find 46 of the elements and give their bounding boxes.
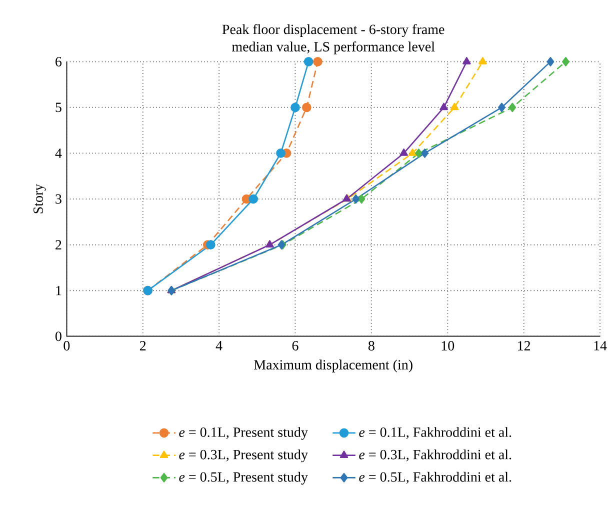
point <box>462 57 471 64</box>
point <box>562 57 570 66</box>
point <box>450 102 459 110</box>
x-tick-label: 10 <box>442 341 454 351</box>
x-tick-label: 2 <box>140 341 146 350</box>
legend-label: e = 0.5L, Fakhroddini et al. <box>359 472 512 484</box>
legend-label: e = 0.3L, Present study <box>179 449 308 462</box>
y-tick-label: 6 <box>56 56 62 66</box>
point <box>498 102 506 112</box>
point <box>440 102 448 110</box>
x-tick-label: 12 <box>518 341 530 350</box>
point <box>546 57 554 66</box>
point <box>206 240 216 250</box>
point <box>421 148 428 158</box>
point <box>313 57 322 66</box>
point <box>352 194 360 204</box>
point <box>408 148 417 156</box>
x-tick-label: 4 <box>216 341 222 350</box>
point <box>400 148 408 156</box>
legend-label: e = 0.1L, Fakhroddini et al. <box>359 427 512 439</box>
point <box>358 194 366 204</box>
x-tick-label: 0 <box>64 341 70 351</box>
y-tick-label: 4 <box>55 148 62 158</box>
x-axis-title: Maximum displacement (in) <box>254 360 412 372</box>
y-tick-label: 3 <box>56 194 62 204</box>
chart-title: Peak floor displacement - 6-story frame <box>222 24 444 37</box>
chart-subtitle: median value, LS performance level <box>232 41 435 54</box>
point <box>276 148 286 158</box>
point <box>508 102 516 112</box>
legend-label: e = 0.1L, Present study <box>179 427 308 440</box>
point <box>248 194 258 204</box>
x-tick-label: 6 <box>292 341 298 350</box>
x-tick-label: 14 <box>594 341 607 350</box>
y-tick-label: 1 <box>56 286 62 296</box>
y-tick-label: 2 <box>56 240 62 250</box>
legend-label: e = 0.3L, Fakhroddini et al. <box>359 449 512 462</box>
y-tick-label: 5 <box>56 102 62 112</box>
point <box>290 102 300 112</box>
point <box>414 148 422 158</box>
y-tick-label: 0 <box>55 332 62 342</box>
point <box>478 57 487 64</box>
legend-label: e = 0.5L, Present study <box>179 472 308 485</box>
y-axis-title: Story <box>34 184 46 214</box>
point <box>304 57 314 66</box>
point <box>302 102 312 112</box>
x-tick-label: 8 <box>368 341 374 351</box>
